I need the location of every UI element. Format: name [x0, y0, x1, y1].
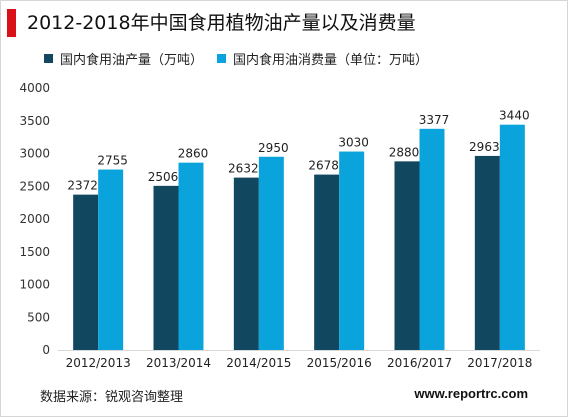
- bar-production: [153, 185, 179, 350]
- chart-title: 2012-2018年中国食用植物油产量以及消费量: [27, 12, 416, 34]
- x-tick-label: 2017/2018: [467, 356, 532, 370]
- data-label-production: 2963: [469, 140, 500, 154]
- x-tick-label: 2015/2016: [307, 356, 372, 370]
- x-tick-label: 2014/2015: [226, 356, 291, 370]
- bar-consumption: [258, 156, 284, 350]
- bar-production: [394, 161, 420, 350]
- data-label-consumption: 2860: [178, 147, 209, 161]
- bar-consumption: [178, 162, 204, 350]
- bar-consumption: [98, 169, 124, 350]
- y-tick-label: 1000: [19, 278, 50, 292]
- data-label-consumption: 2755: [97, 154, 128, 168]
- y-tick-label: 1500: [19, 245, 50, 259]
- data-source: 数据来源：锐观咨询整理: [40, 390, 184, 405]
- y-tick-label: 3000: [19, 147, 50, 161]
- legend-item-consumption: 国内食用油消费量（单位：万吨）: [217, 49, 428, 68]
- y-tick-label: 2500: [19, 179, 50, 193]
- bar-production: [314, 174, 340, 350]
- data-label-consumption: 3030: [338, 136, 369, 150]
- bar-consumption: [499, 124, 525, 351]
- data-label-consumption: 3440: [499, 109, 530, 123]
- x-tick-label: 2013/2014: [146, 356, 211, 370]
- y-tick-label: 0: [42, 343, 50, 357]
- legend: 国内食用油产量（万吨） 国内食用油消费量（单位：万吨）: [44, 48, 428, 68]
- y-tick-label: 4000: [19, 81, 50, 95]
- x-tick-label: 2012/2013: [66, 356, 131, 370]
- legend-swatch-consumption: [217, 53, 227, 63]
- bar-consumption: [339, 151, 365, 350]
- data-label-production: 2678: [308, 159, 339, 173]
- data-label-production: 2372: [67, 179, 98, 193]
- data-label-production: 2506: [148, 170, 179, 184]
- legend-swatch-production: [44, 53, 53, 63]
- bar-production: [233, 177, 259, 350]
- title-accent-bar: [7, 9, 16, 37]
- bar-chart: 0 500 1000 1500 2000 2500 3000 3500 4000 2372 2755…: [19, 81, 540, 370]
- data-label-consumption: 2950: [258, 141, 289, 155]
- data-label-production: 2880: [389, 145, 420, 159]
- website-watermark: www.reportrc.com: [414, 386, 528, 401]
- y-tick-label: 2000: [19, 212, 50, 226]
- y-tick-label: 3500: [19, 114, 50, 128]
- data-label-production: 2632: [228, 162, 259, 176]
- legend-label-production: 国内食用油产量（万吨）: [60, 52, 204, 68]
- y-tick-label: 500: [27, 310, 50, 324]
- legend-label-consumption: 国内食用油消费量（单位：万吨）: [233, 52, 429, 68]
- legend-item-production: 国内食用油产量（万吨）: [44, 49, 203, 68]
- bar-production: [73, 194, 99, 350]
- x-tick-label: 2016/2017: [387, 356, 452, 370]
- bar-consumption: [419, 128, 445, 350]
- data-label-consumption: 3377: [419, 113, 450, 127]
- bar-production: [474, 155, 500, 350]
